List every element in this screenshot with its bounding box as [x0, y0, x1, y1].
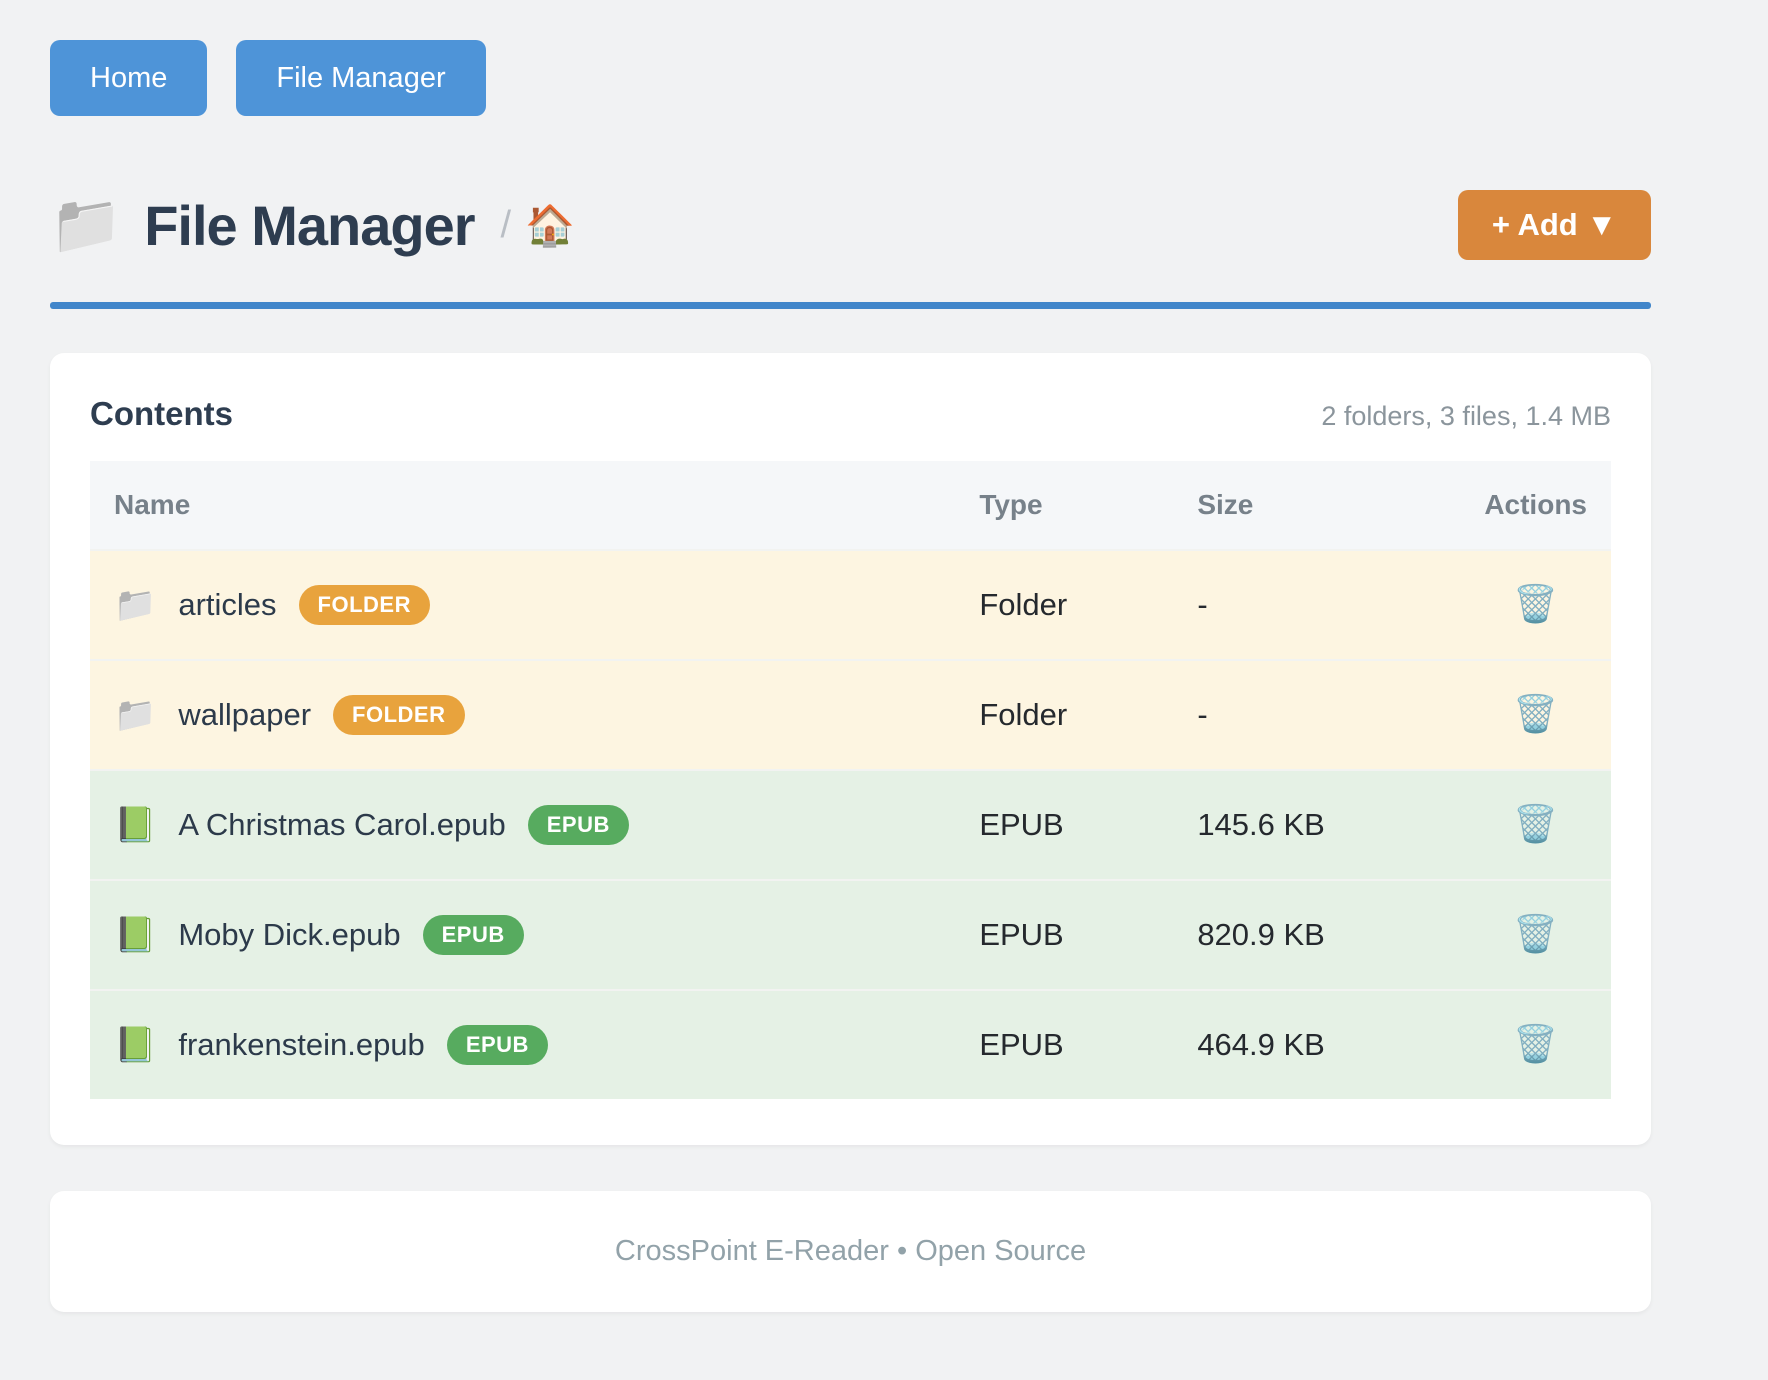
header-divider	[50, 302, 1651, 309]
table-row: 📗 frankenstein.epub EPUB EPUB 464.9 KB 🗑…	[90, 989, 1611, 1099]
item-name-link[interactable]: frankenstein.epub	[178, 1027, 425, 1062]
trash-icon[interactable]: 🗑️	[1513, 693, 1559, 734]
trash-icon[interactable]: 🗑️	[1513, 583, 1559, 624]
title-wrap: 📁 File Manager / 🏠	[50, 191, 575, 259]
item-name-link[interactable]: A Christmas Carol.epub	[178, 807, 506, 842]
page-header: 📁 File Manager / 🏠 + Add ▼	[50, 190, 1651, 260]
epub-badge: EPUB	[446, 1025, 548, 1065]
item-type: EPUB	[955, 989, 1174, 1099]
card-title: Contents	[90, 395, 233, 432]
item-type: EPUB	[955, 879, 1174, 990]
page-title: File Manager	[144, 193, 475, 257]
table-row: 📁 wallpaper FOLDER Folder - 🗑️	[90, 659, 1611, 770]
trash-icon[interactable]: 🗑️	[1513, 803, 1559, 844]
item-size: 145.6 KB	[1173, 769, 1461, 880]
add-button[interactable]: + Add ▼	[1457, 190, 1651, 260]
item-type: Folder	[955, 659, 1174, 770]
column-header-actions: Actions	[1460, 461, 1611, 550]
book-icon: 📗	[114, 1026, 157, 1064]
epub-badge: EPUB	[422, 915, 524, 955]
item-type: Folder	[955, 549, 1174, 660]
column-header-name: Name	[90, 461, 956, 550]
column-header-type: Type	[955, 461, 1174, 550]
trash-icon[interactable]: 🗑️	[1513, 913, 1559, 954]
top-nav: Home File Manager	[50, 0, 1651, 116]
home-button[interactable]: Home	[50, 40, 208, 116]
book-icon: 📗	[114, 916, 157, 954]
table-header-row: Name Type Size Actions	[90, 461, 1611, 550]
footer-text: CrossPoint E-Reader • Open Source	[614, 1235, 1087, 1267]
item-name-link[interactable]: wallpaper	[178, 697, 312, 732]
contents-card: Contents 2 folders, 3 files, 1.4 MB Name…	[50, 353, 1651, 1145]
folder-icon: 📁	[114, 586, 157, 624]
page-container: Home File Manager 📁 File Manager / 🏠 + A…	[50, 0, 1651, 1312]
file-manager-button[interactable]: File Manager	[236, 40, 486, 116]
item-name-link[interactable]: articles	[178, 587, 277, 622]
table-row: 📗 Moby Dick.epub EPUB EPUB 820.9 KB 🗑️	[90, 879, 1611, 990]
item-type: EPUB	[955, 769, 1174, 880]
folder-badge: FOLDER	[298, 585, 430, 625]
contents-summary: 2 folders, 3 files, 1.4 MB	[1321, 401, 1611, 431]
table-row: 📁 articles FOLDER Folder - 🗑️	[90, 549, 1611, 660]
column-header-size: Size	[1173, 461, 1461, 550]
folder-badge: FOLDER	[333, 695, 465, 735]
item-size: 464.9 KB	[1173, 989, 1461, 1099]
table-row: 📗 A Christmas Carol.epub EPUB EPUB 145.6…	[90, 769, 1611, 880]
epub-badge: EPUB	[527, 805, 629, 845]
item-size: -	[1173, 659, 1461, 770]
file-table: Name Type Size Actions 📁 articles FOLDER	[90, 461, 1611, 1099]
folder-icon: 📁	[114, 696, 157, 734]
book-icon: 📗	[114, 806, 157, 844]
trash-icon[interactable]: 🗑️	[1513, 1023, 1559, 1064]
breadcrumb-separator: /	[500, 203, 512, 246]
item-size: 820.9 KB	[1173, 879, 1461, 990]
item-size: -	[1173, 549, 1461, 660]
breadcrumb-home-icon[interactable]: 🏠	[525, 203, 575, 248]
card-header: Contents 2 folders, 3 files, 1.4 MB	[90, 395, 1611, 433]
footer: CrossPoint E-Reader • Open Source	[50, 1191, 1651, 1312]
item-name-link[interactable]: Moby Dick.epub	[178, 917, 401, 952]
folder-icon: 📁	[50, 192, 123, 257]
